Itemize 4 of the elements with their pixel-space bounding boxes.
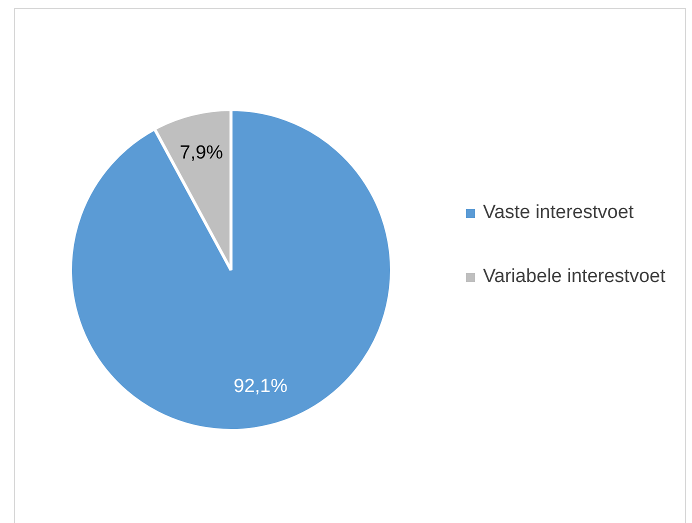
data-label: 7,9%	[180, 142, 224, 164]
legend-label: Variabele interestvoet	[483, 265, 666, 289]
legend-label: Vaste interestvoet	[483, 201, 634, 225]
data-label: 92,1%	[234, 376, 288, 397]
